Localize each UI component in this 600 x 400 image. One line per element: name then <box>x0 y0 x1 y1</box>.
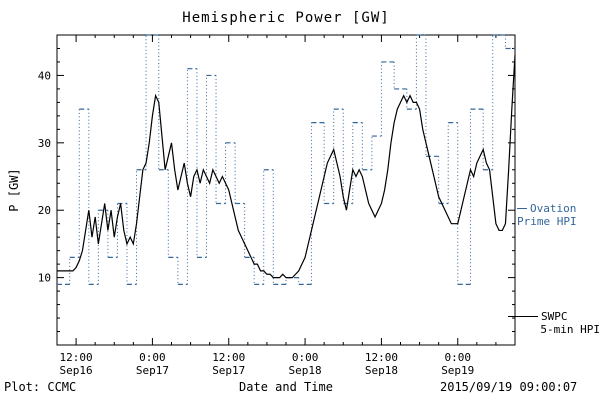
legend-swpc-label: SWPC <box>541 310 568 323</box>
y-tick-label: 20 <box>38 204 51 217</box>
y-tick-label: 30 <box>38 137 51 150</box>
x-tick-date-label: Sep18 <box>365 364 398 377</box>
ovation-line-sample <box>517 207 527 209</box>
x-tick-date-label: Sep19 <box>441 364 474 377</box>
axes-box <box>56 34 516 346</box>
x-tick-date-label: Sep18 <box>289 364 322 377</box>
footer-timestamp: 2015/09/19 09:00:07 <box>440 380 578 394</box>
legend-swpc: SWPC 5-min HPI <box>508 310 600 336</box>
x-axis-label: Date and Time <box>239 380 333 394</box>
x-tick-time-label: 12:00 <box>60 351 93 364</box>
x-tick-date-label: Sep17 <box>136 364 169 377</box>
x-tick-time-label: 12:00 <box>212 351 245 364</box>
x-tick-time-label: 0:00 <box>445 351 472 364</box>
x-tick-date-label: Sep16 <box>60 364 93 377</box>
x-tick-date-label: Sep17 <box>212 364 245 377</box>
y-tick-label: 10 <box>38 272 51 285</box>
legend-swpc-label2: 5-min HPI <box>540 323 600 336</box>
legend-ovation-label2: Prime HPI <box>517 215 577 228</box>
swpc-line-sample <box>508 315 538 317</box>
footer-plot-credit: Plot: CCMC <box>4 380 77 394</box>
y-tick-label: 40 <box>38 69 51 82</box>
x-tick-time-label: 12:00 <box>365 351 398 364</box>
swpc-line <box>57 55 516 279</box>
x-tick-time-label: 0:00 <box>292 351 319 364</box>
x-tick-time-label: 0:00 <box>139 351 166 364</box>
legend-ovation-label: Ovation <box>530 202 577 215</box>
legend-ovation: Ovation Prime HPI <box>517 202 599 228</box>
chart-title: Hemispheric Power [GW] <box>182 10 390 26</box>
